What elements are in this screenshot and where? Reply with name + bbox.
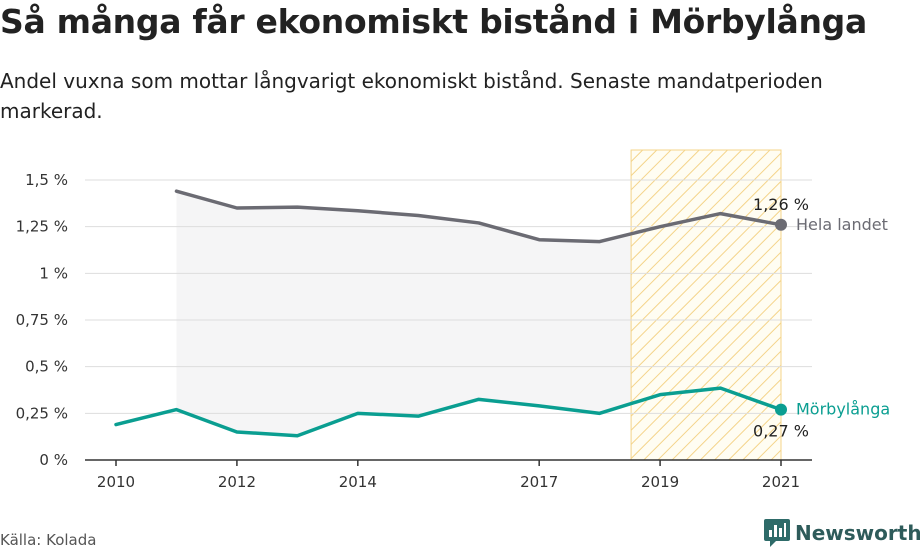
series-value-label: 1,26 % <box>753 195 809 214</box>
series-name-label: Hela landet <box>796 215 888 234</box>
series-line <box>174 189 783 244</box>
series-line <box>114 386 783 438</box>
line-chart: 0 % 0,25 % 0,5 % 0,75 % 1 % 1,25 % 1,5 % 2010 2… <box>16 149 890 491</box>
y-tick-label: 1,5 % <box>25 171 68 189</box>
x-tick-label: 2014 <box>339 473 377 491</box>
y-tick-label: 0,5 % <box>25 358 68 376</box>
newsworthy-logo-icon <box>764 519 790 547</box>
series-name-label: Mörbylånga <box>796 400 890 419</box>
difference-area <box>176 191 782 436</box>
y-tick-label: 1,25 % <box>16 218 68 236</box>
brand-logo: Newsworthy <box>764 519 920 547</box>
x-tick-label: 2012 <box>218 473 256 491</box>
y-tick-label: 0 % <box>39 451 68 469</box>
x-tick-label: 2017 <box>520 473 558 491</box>
chart-title: Så många får ekonomiskt bistånd i Mörbyl… <box>0 2 867 41</box>
series-value-label: 0,27 % <box>753 422 809 441</box>
series-end-point <box>775 403 787 416</box>
x-tick-label: 2010 <box>97 473 135 491</box>
chart-subtitle: Andel vuxna som mottar långvarigt ekonom… <box>0 69 823 123</box>
highlight-period <box>630 149 782 461</box>
source-note: Källa: Kolada <box>0 531 97 549</box>
y-tick-label: 0,75 % <box>16 311 68 329</box>
series-end-point <box>775 218 787 231</box>
y-tick-label: 1 % <box>39 264 68 282</box>
x-tick-label: 2019 <box>641 473 679 491</box>
x-tick-label: 2021 <box>762 473 800 491</box>
y-tick-label: 0,25 % <box>16 404 68 422</box>
brand-name: Newsworthy <box>795 521 920 545</box>
